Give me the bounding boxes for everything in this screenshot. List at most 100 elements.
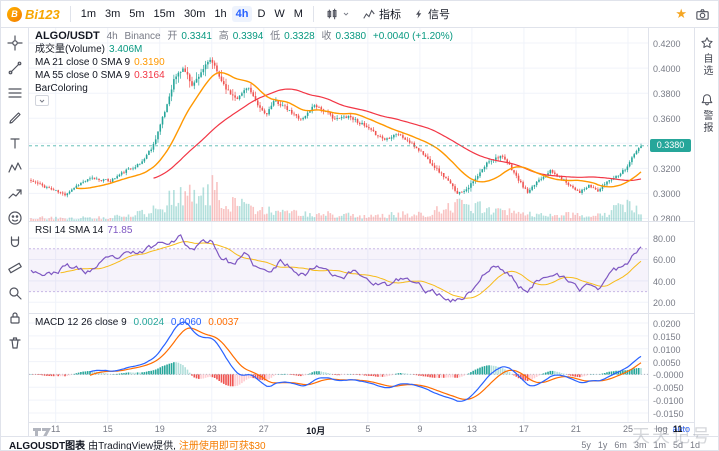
price-axis-label: 0.3200 bbox=[653, 164, 681, 175]
price-axis-label: 0.4000 bbox=[653, 64, 681, 75]
alerts-tab[interactable]: 警报 bbox=[699, 93, 714, 134]
trendline-tool-icon[interactable] bbox=[4, 57, 26, 79]
macd-axis-label: -0.0150 bbox=[653, 409, 684, 419]
ma21-label[interactable]: MA 21 close 0 SMA 9 bbox=[35, 57, 131, 68]
rsi-axis-label: 80.00 bbox=[653, 234, 676, 245]
divider bbox=[69, 6, 71, 22]
range-1y[interactable]: 1y bbox=[597, 439, 608, 450]
watchlist-tab[interactable]: 自选 bbox=[699, 36, 714, 77]
time-axis-label: 13 bbox=[466, 424, 477, 434]
fibonacci-tool-icon[interactable] bbox=[4, 82, 26, 104]
indicators-button[interactable]: 指标 bbox=[357, 4, 406, 24]
zoom-tool-icon[interactable] bbox=[4, 282, 26, 304]
macd-chart[interactable] bbox=[29, 314, 648, 422]
promo-link[interactable]: 注册使用即可获$30 bbox=[178, 441, 266, 451]
attribution-text: 由TradingView提供, bbox=[88, 441, 176, 451]
time-axis-label: 11月 bbox=[672, 424, 683, 434]
rsi-axis[interactable]: 80.00 60.00 40.00 20.00 bbox=[648, 222, 694, 313]
text-tool-icon[interactable] bbox=[4, 132, 26, 154]
legend-collapse-caret-icon[interactable] bbox=[35, 95, 49, 106]
magnet-tool-icon[interactable] bbox=[4, 232, 26, 254]
chart-column: ALGO/USDT 4h Binance 开 0.3341 高 0.3394 低 0.… bbox=[29, 28, 694, 436]
main-legend: ALGO/USDT 4h Binance 开 0.3341 高 0.3394 低 0.… bbox=[35, 30, 457, 109]
time-axis-label: 27 bbox=[258, 424, 269, 434]
timeframe-3m[interactable]: 3m bbox=[101, 6, 124, 22]
range-5d[interactable]: 5d bbox=[672, 439, 683, 450]
barcoloring-label[interactable]: BarColoring bbox=[35, 83, 88, 94]
watchlist-star-icon bbox=[700, 37, 713, 48]
timeframe-D[interactable]: D bbox=[253, 6, 269, 22]
logo-text: Bi123 bbox=[25, 6, 60, 22]
brush-tool-icon[interactable] bbox=[4, 107, 26, 129]
rsi-chart[interactable] bbox=[29, 222, 648, 313]
signal-button[interactable]: 信号 bbox=[408, 4, 455, 24]
range-5y[interactable]: 5y bbox=[581, 439, 591, 450]
macd-axis-label: -0.0000 bbox=[653, 370, 684, 381]
candlestick-chart[interactable] bbox=[29, 28, 648, 221]
tradingview-logo-icon[interactable] bbox=[33, 425, 53, 436]
interval-label[interactable]: 4h bbox=[106, 31, 118, 42]
macd-label[interactable]: MACD 12 26 close 9 bbox=[35, 317, 127, 328]
time-axis[interactable]: log auto 11 15 19 23 27 10月 5 9 13 17 21 25 11月 bbox=[29, 422, 694, 436]
pattern-tool-icon[interactable] bbox=[4, 157, 26, 179]
timeframe-4h[interactable]: 4h bbox=[231, 6, 253, 22]
price-axis[interactable]: 0.3380 0.42000.40000.38000.36000.34000.3… bbox=[648, 28, 694, 224]
timeframe-5m[interactable]: 5m bbox=[125, 6, 148, 22]
close-label: 收 bbox=[321, 31, 332, 42]
open-label: 开 bbox=[167, 31, 178, 42]
macd-axis-label: 0.0150 bbox=[653, 331, 681, 342]
time-axis-label: 15 bbox=[102, 424, 113, 434]
volume-label[interactable]: 成交量(Volume) bbox=[35, 44, 106, 55]
emoji-tool-icon[interactable] bbox=[4, 207, 26, 229]
range-3m[interactable]: 3m bbox=[633, 439, 647, 450]
range-6m[interactable]: 6m bbox=[614, 439, 627, 450]
timeframe-30m[interactable]: 30m bbox=[180, 6, 209, 22]
measure-tool-icon[interactable] bbox=[4, 257, 26, 279]
lock-tool-icon[interactable] bbox=[4, 307, 26, 329]
range-1m[interactable]: 1m bbox=[653, 439, 666, 450]
high-value: 0.3394 bbox=[232, 31, 264, 42]
favorite-star-icon[interactable]: ★ bbox=[675, 6, 687, 21]
rsi-label[interactable]: RSI 14 SMA 14 bbox=[35, 225, 104, 236]
topbar: B Bi123 1m 3m 5m 15m 30m 1h 4h D W M 指标 信号 ★ bbox=[1, 1, 718, 28]
rsi-plot: RSI 14 SMA 14 71.85 bbox=[29, 222, 648, 313]
ma55-label[interactable]: MA 55 close 0 SMA 9 bbox=[35, 70, 131, 81]
timeframe-group: 1m 3m 5m 15m 30m 1h 4h D W M bbox=[77, 6, 307, 22]
screenshot-camera-button[interactable] bbox=[693, 5, 712, 24]
trash-tool-icon[interactable] bbox=[4, 332, 26, 354]
symbol-title[interactable]: ALGO/USDT bbox=[35, 30, 100, 42]
log-scale-toggle[interactable]: log bbox=[655, 424, 668, 434]
macd-line-value: 0.0060 bbox=[170, 317, 202, 328]
low-value: 0.3328 bbox=[284, 31, 315, 42]
macd-axis-label: 0.0050 bbox=[653, 357, 681, 368]
close-value: 0.3380 bbox=[335, 31, 367, 42]
timeframe-W[interactable]: W bbox=[270, 6, 288, 22]
chart-workspace: ALGO/USDT 4h Binance 开 0.3341 高 0.3394 低 0.… bbox=[1, 28, 718, 436]
logo-icon: B bbox=[7, 6, 22, 22]
candlestick-icon bbox=[327, 8, 337, 20]
macd-axis-label: 0.0200 bbox=[653, 319, 681, 329]
timeframe-1h[interactable]: 1h bbox=[210, 6, 230, 22]
exchange-label: Binance bbox=[124, 31, 161, 42]
timeframe-1m[interactable]: 1m bbox=[77, 6, 100, 22]
rsi-axis-label: 20.00 bbox=[653, 298, 676, 309]
price-pane: ALGO/USDT 4h Binance 开 0.3341 高 0.3394 低 0.… bbox=[29, 28, 694, 224]
chart-type-button[interactable] bbox=[320, 5, 355, 23]
macd-pane: MACD 12 26 close 9 0.0024 0.0060 0.0037 … bbox=[29, 313, 694, 422]
timeframe-15m[interactable]: 15m bbox=[150, 6, 179, 22]
last-price-badge: 0.3380 bbox=[650, 138, 691, 152]
logo[interactable]: B Bi123 bbox=[7, 6, 60, 22]
divider bbox=[312, 6, 314, 22]
forecast-tool-icon[interactable] bbox=[4, 182, 26, 204]
crosshair-tool-icon[interactable] bbox=[4, 32, 26, 54]
timeframe-M[interactable]: M bbox=[290, 6, 307, 22]
time-axis-label: 10月 bbox=[306, 426, 326, 436]
auto-scale-toggle[interactable]: auto bbox=[672, 424, 690, 434]
rsi-pane: RSI 14 SMA 14 71.85 80.00 60.00 40.00 20.00 bbox=[29, 221, 694, 313]
date-range-group: 5y 1y 6m 3m 1m 5d 1d bbox=[581, 440, 710, 450]
time-axis-label: 17 bbox=[518, 424, 529, 434]
macd-axis[interactable]: 0.0200 0.0150 0.0100 0.0050 -0.0000 -0.0050 -0… bbox=[648, 314, 694, 422]
range-1d[interactable]: 1d bbox=[689, 439, 700, 450]
attribution-symbol[interactable]: ALGOUSDT图表 bbox=[9, 441, 86, 451]
